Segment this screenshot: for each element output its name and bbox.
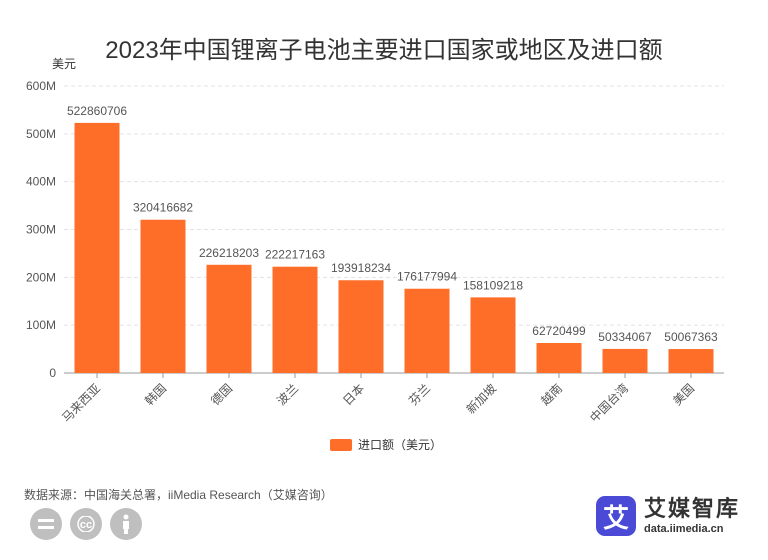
y-tick-label: 600M	[26, 79, 56, 93]
chart-title: 2023年中国锂离子电池主要进口国家或地区及进口额	[105, 37, 663, 64]
bar[interactable]	[338, 280, 384, 373]
x-tick-label: 芬兰	[406, 381, 433, 408]
bar[interactable]	[668, 349, 714, 373]
y-tick-label: 100M	[26, 318, 56, 332]
y-tick-label: 0	[49, 366, 56, 380]
data-label: 226218203	[199, 246, 259, 260]
legend-swatch	[330, 438, 352, 451]
bar[interactable]	[602, 348, 648, 373]
logo-url: data.iimedia.cn	[644, 523, 724, 535]
bar[interactable]	[536, 342, 582, 373]
data-label: 320416682	[133, 201, 193, 215]
data-label: 222217163	[265, 248, 325, 262]
x-tick-label: 越南	[538, 381, 566, 409]
legend[interactable]: 进口额（美元）	[330, 436, 442, 453]
logo-mark-icon: 艾	[596, 496, 636, 536]
data-label: 176177994	[397, 270, 457, 284]
x-tick-label: 韩国	[142, 381, 170, 409]
bar[interactable]	[140, 219, 186, 373]
bar[interactable]	[470, 297, 516, 373]
legend-label: 进口额（美元）	[358, 438, 443, 452]
bar[interactable]	[404, 288, 450, 373]
data-label: 158109218	[463, 278, 523, 292]
cc-icon: cc	[70, 508, 102, 540]
y-tick-label: 300M	[26, 223, 56, 237]
y-tick-label: 500M	[26, 127, 56, 141]
x-tick-label: 马来西亚	[59, 381, 103, 425]
license-icons: cc	[30, 508, 142, 540]
y-axis-label: 美元	[52, 57, 76, 71]
data-label: 522860706	[67, 104, 127, 118]
data-label: 50067363	[664, 330, 718, 344]
bar[interactable]	[272, 266, 318, 373]
x-tick-label: 日本	[340, 381, 367, 408]
bar-chart: 美元 0 100M 200M 300M 400M 500M 600M 522860706 马来西亚…	[26, 57, 724, 426]
x-tick-label: 新加坡	[463, 381, 499, 417]
data-label: 62720499	[532, 324, 586, 338]
y-tick-label: 200M	[26, 270, 56, 284]
x-tick-label: 美国	[670, 381, 697, 408]
equals-icon	[30, 508, 62, 540]
person-icon	[110, 508, 142, 540]
x-tick-label: 波兰	[274, 381, 301, 408]
x-tick-label: 德国	[208, 381, 236, 409]
source-note: 数据来源：中国海关总署，iiMedia Research（艾媒咨询）	[24, 488, 333, 502]
data-label: 50334067	[598, 330, 652, 344]
svg-text:cc: cc	[80, 519, 92, 531]
x-tick-label: 中国台湾	[587, 381, 632, 426]
data-label: 193918234	[331, 261, 391, 275]
logo-name: 艾媒智库	[644, 496, 741, 521]
bar[interactable]	[74, 122, 120, 374]
brand-logo: 艾 艾媒智库 data.iimedia.cn	[596, 496, 740, 536]
y-tick-label: 400M	[26, 175, 56, 189]
bar[interactable]	[206, 264, 252, 373]
